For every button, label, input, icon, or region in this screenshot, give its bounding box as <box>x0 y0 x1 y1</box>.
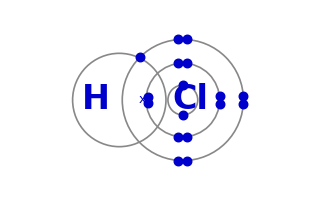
Point <box>180 113 185 116</box>
Point <box>180 84 185 87</box>
Text: x: x <box>139 93 146 106</box>
Point <box>241 103 246 106</box>
Point <box>185 135 190 138</box>
Text: Cl: Cl <box>173 83 209 116</box>
Point <box>138 56 143 59</box>
Point <box>176 135 181 138</box>
Point <box>217 103 222 106</box>
Point <box>217 94 222 97</box>
Point <box>185 159 190 162</box>
Point <box>176 159 181 162</box>
Point <box>176 38 181 41</box>
Point <box>145 96 150 99</box>
Point <box>185 62 190 65</box>
Text: H: H <box>82 83 109 116</box>
Point <box>176 62 181 65</box>
Point <box>145 101 150 104</box>
Point <box>185 38 190 41</box>
Point <box>241 94 246 97</box>
